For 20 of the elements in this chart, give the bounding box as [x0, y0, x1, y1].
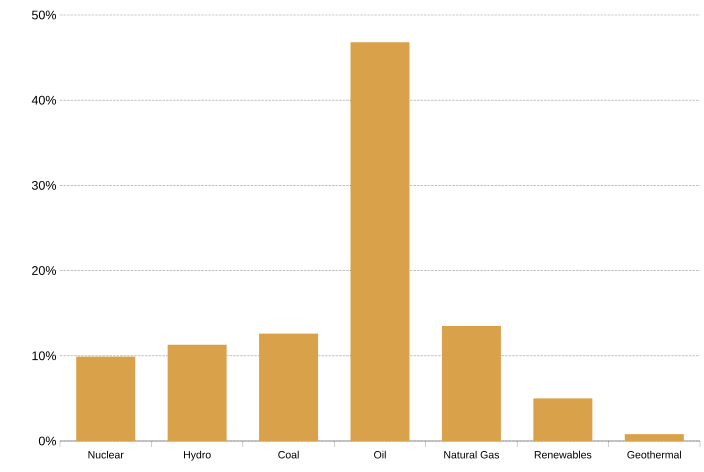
bar [350, 42, 410, 441]
bar [168, 344, 227, 441]
x-tick-label: Renewables [534, 450, 592, 458]
x-tick-label: Hydro [184, 450, 211, 461]
y-tick-label: 10% [32, 351, 56, 360]
x-tick-label: Geothermal [627, 450, 682, 458]
bar [624, 434, 684, 441]
bar [259, 334, 318, 441]
x-tick-label: Coal [278, 450, 299, 458]
y-tick-label: 40% [32, 96, 56, 105]
y-tick-label: 20% [32, 266, 56, 276]
y-tick-label: 0% [38, 436, 56, 446]
x-tick-label: Natural Gas [444, 450, 500, 458]
x-tick-label: Oil [374, 450, 386, 458]
y-tick-label: 50% [32, 10, 56, 20]
bar [442, 326, 501, 441]
x-tick-label: Nuclear [88, 450, 124, 458]
y-tick-label: 30% [32, 180, 56, 190]
bar [76, 356, 136, 441]
bar [533, 398, 592, 441]
